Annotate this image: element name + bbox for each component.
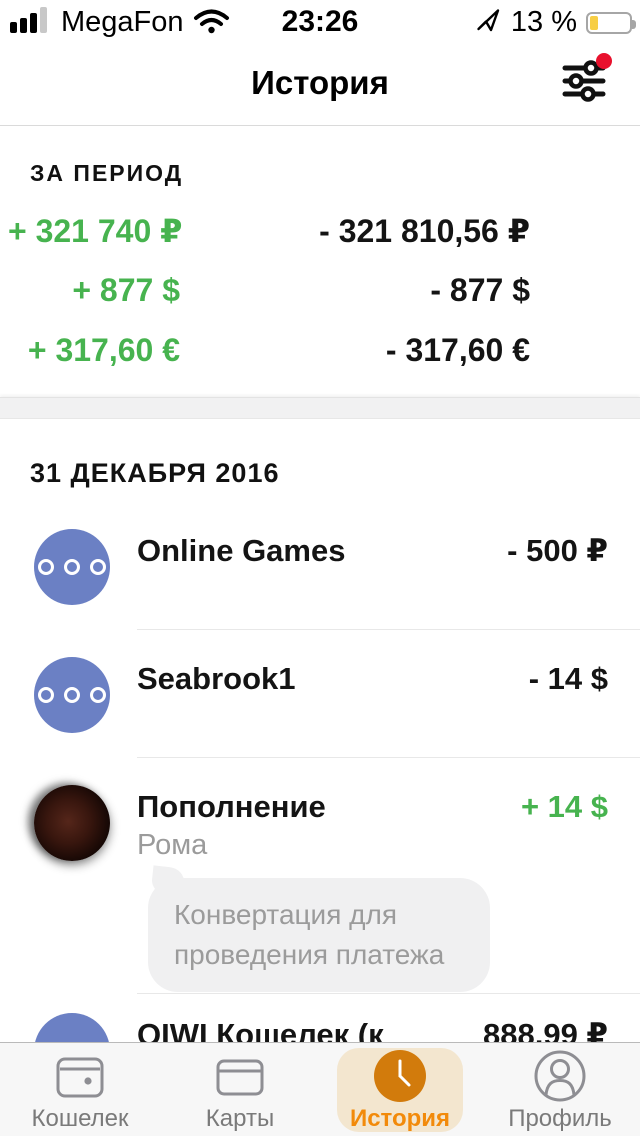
- transaction-amount: - 14 $: [528, 661, 608, 696]
- dots-merchant-icon: [34, 657, 110, 733]
- page-title: История: [251, 64, 389, 101]
- status-bar: MegaFon 23:26 13 %: [0, 0, 640, 40]
- tab-label: Кошелек: [31, 1105, 129, 1132]
- time-label: 23:26: [281, 5, 359, 38]
- transaction-title: Online Games: [137, 533, 346, 568]
- tab-wallet[interactable]: Кошелек: [0, 1043, 160, 1136]
- cards-icon: [213, 1052, 267, 1102]
- cellular-signal-icon: [10, 7, 52, 38]
- photo-avatar: [34, 785, 110, 861]
- transaction-amount: - 500 ₽: [507, 533, 608, 568]
- divider: [137, 993, 640, 994]
- period-summary: ЗА ПЕРИОД + 321 740 ₽ - 321 810,56 ₽ + 8…: [0, 126, 640, 397]
- filter-button[interactable]: [558, 53, 612, 108]
- tab-label: Карты: [205, 1105, 275, 1132]
- clock-icon: [372, 1050, 428, 1102]
- period-expense-amount: - 321 810,56 ₽: [319, 213, 530, 249]
- transaction-amount: + 14 $: [520, 789, 608, 824]
- period-title: ЗА ПЕРИОД: [30, 160, 184, 186]
- battery-icon: [586, 11, 636, 34]
- profile-icon: [532, 1050, 588, 1102]
- period-income-amount: + 321 740 ₽: [8, 213, 183, 249]
- wallet-icon: [53, 1052, 107, 1102]
- transaction-row[interactable]: Seabrook1 - 14 $: [0, 630, 640, 758]
- tab-profile[interactable]: Профиль: [480, 1043, 640, 1136]
- period-expense-amount: - 877 $: [430, 272, 530, 308]
- date-header: 31 ДЕКАБРЯ 2016: [30, 458, 280, 488]
- divider: [137, 757, 640, 758]
- tab-bar: Кошелек Карты История: [0, 1042, 640, 1136]
- transaction-note-bubble: Конвертация для проведения платежа: [148, 878, 490, 992]
- period-income-amount: + 317,60 €: [27, 332, 180, 368]
- notification-badge: [596, 53, 612, 69]
- sliders-filter-icon: [561, 60, 607, 107]
- tab-history[interactable]: История: [320, 1043, 480, 1136]
- transaction-title: Seabrook1: [137, 661, 296, 696]
- summary-row: + 877 $ - 877 $: [0, 272, 640, 316]
- summary-row: + 317,60 € - 317,60 €: [0, 332, 640, 376]
- dots-merchant-icon: [34, 529, 110, 605]
- period-expense-amount: - 317,60 €: [385, 332, 530, 368]
- location-icon: [475, 7, 502, 39]
- transaction-title: Пополнение: [137, 789, 326, 824]
- battery-percent-label: 13 %: [510, 6, 577, 38]
- header: История: [0, 40, 640, 126]
- transaction-row[interactable]: Пополнение Рома + 14 $ Конвертация для п…: [0, 758, 640, 994]
- divider: [137, 629, 640, 630]
- wifi-icon: [193, 7, 230, 39]
- tab-label: История: [349, 1105, 451, 1132]
- transaction-row[interactable]: Online Games - 500 ₽: [0, 505, 640, 630]
- tab-cards[interactable]: Карты: [160, 1043, 320, 1136]
- tab-label: Профиль: [508, 1105, 612, 1132]
- section-divider: [0, 397, 640, 419]
- period-income-amount: + 877 $: [72, 272, 180, 308]
- carrier-label: MegaFon: [61, 6, 184, 38]
- summary-row: + 321 740 ₽ - 321 810,56 ₽: [0, 212, 640, 256]
- transaction-subtitle: Рома: [137, 829, 208, 861]
